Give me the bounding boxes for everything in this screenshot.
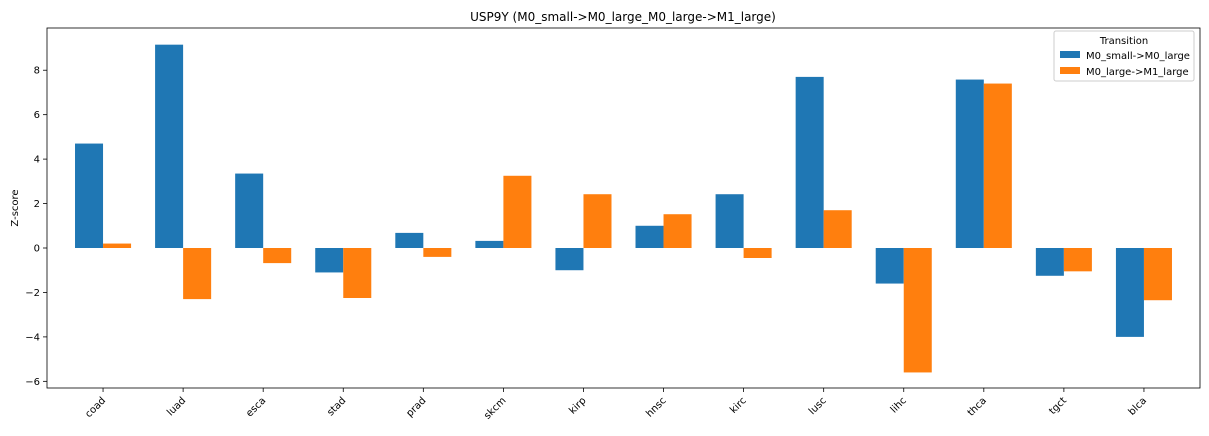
x-tick-label-lihc: lihc (889, 395, 909, 415)
bar-series-2-stad (343, 248, 372, 298)
bar-series-2-kirp (583, 194, 612, 248)
legend-label-series-2: M0_large->M1_large (1086, 67, 1189, 78)
y-axis-ticks: −6 −4 −2 0 2 4 6 8 (25, 66, 47, 388)
bar-series-2-esca (263, 248, 292, 264)
bars-group (75, 44, 1172, 373)
chart-title: USP9Y (M0_small->M0_large_M0_large->M1_l… (470, 10, 776, 24)
bar-series-2-tgct (1063, 248, 1092, 272)
bar-series-2-thca (983, 83, 1012, 248)
y-tick-label: 8 (34, 66, 40, 77)
y-axis-label: Z-score (10, 189, 21, 226)
bar-series-1-prad (395, 232, 424, 248)
bar-series-1-thca (955, 79, 984, 248)
bar-series-1-luad (155, 44, 184, 248)
legend-swatch-series-1 (1060, 51, 1080, 58)
bar-series-1-skcm (475, 240, 504, 248)
x-tick-label-hnsc: hnsc (644, 395, 668, 419)
x-tick-label-luad: luad (165, 395, 188, 418)
bar-series-2-hnsc (663, 214, 692, 248)
bar-series-1-coad (75, 143, 104, 248)
legend-title: Transition (1099, 36, 1148, 47)
bar-series-2-lihc (903, 248, 932, 373)
legend-box (1053, 30, 1195, 82)
y-tick-label: −4 (25, 332, 40, 343)
legend: Transition M0_small->M0_large M0_large->… (1053, 30, 1195, 82)
y-tick-label: 4 (34, 155, 40, 166)
x-tick-label-thca: thca (966, 395, 989, 418)
bar-series-2-kirc (743, 248, 772, 258)
x-tick-label-blca: blca (1127, 395, 1149, 417)
x-tick-label-tgct: tgct (1047, 395, 1069, 417)
bar-series-1-kirp (555, 248, 584, 271)
x-tick-label-stad: stad (325, 395, 348, 418)
bar-series-2-coad (103, 243, 132, 248)
x-tick-label-lusc: lusc (807, 395, 829, 417)
x-tick-label-kirp: kirp (567, 395, 588, 416)
legend-label-series-1: M0_small->M0_large (1086, 51, 1190, 62)
bar-series-2-lusc (823, 210, 852, 248)
bar-series-2-blca (1143, 248, 1172, 301)
bar-series-1-stad (315, 248, 344, 273)
bar-series-1-blca (1115, 248, 1144, 337)
x-tick-label-kirc: kirc (728, 395, 748, 415)
bar-series-2-prad (423, 248, 452, 257)
legend-swatch-series-2 (1060, 67, 1080, 74)
x-axis-ticks: coad luad esca stad prad skcm kirp hnsc kirc lusc… (83, 388, 1149, 422)
x-tick-label-skcm: skcm (482, 395, 508, 421)
bar-series-2-luad (183, 248, 212, 300)
x-tick-label-esca: esca (244, 395, 268, 419)
bar-series-1-tgct (1035, 248, 1064, 276)
bar-series-2-skcm (503, 175, 532, 248)
plot-frame (46, 27, 1201, 389)
y-tick-label: 6 (34, 110, 40, 121)
y-tick-label: 0 (34, 244, 40, 255)
y-tick-label: −2 (25, 288, 40, 299)
bar-series-1-esca (235, 173, 264, 248)
bar-series-1-hnsc (635, 225, 664, 248)
bar-series-1-kirc (715, 194, 744, 248)
bar-series-1-lihc (875, 248, 904, 284)
x-tick-label-coad: coad (83, 395, 108, 420)
y-tick-label: −6 (25, 377, 40, 388)
y-tick-label: 2 (34, 199, 40, 210)
x-tick-label-prad: prad (404, 395, 428, 419)
bar-series-1-lusc (795, 76, 824, 248)
